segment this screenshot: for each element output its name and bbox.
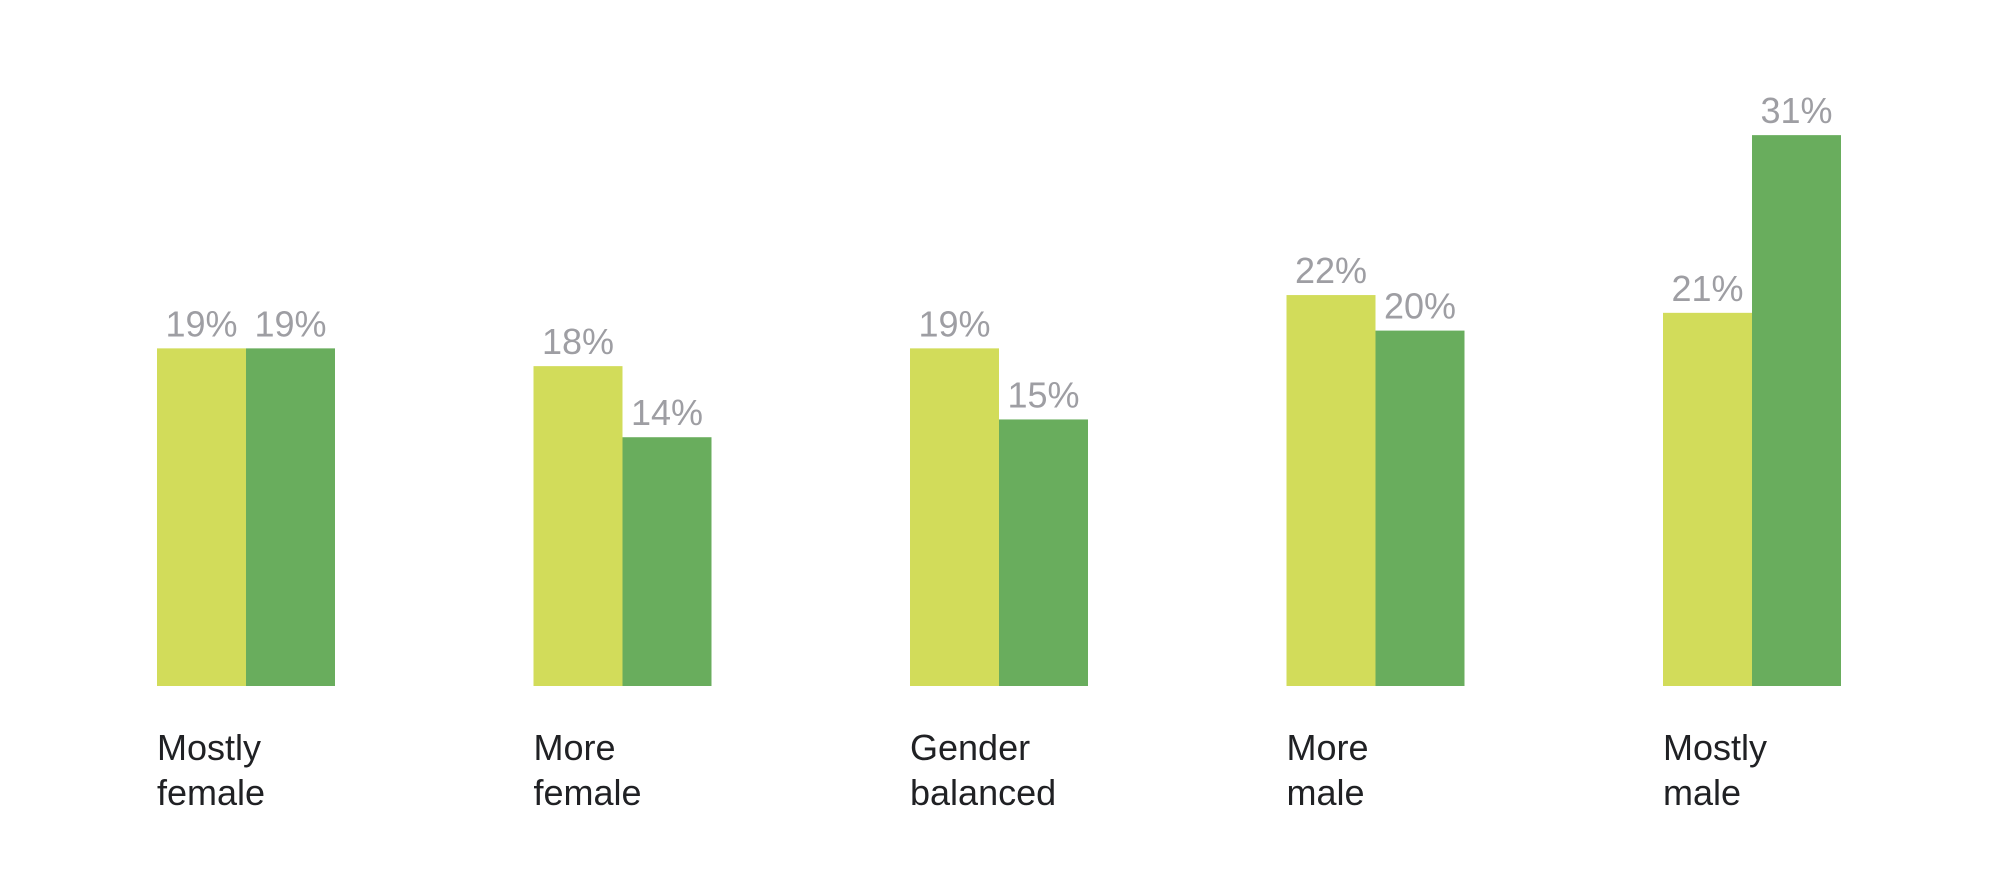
category-label-more-male-line-1: More (1287, 727, 1369, 768)
bar-mostly-male-series-2 (1752, 135, 1841, 686)
category-label-mostly-male-line-2: male (1663, 772, 1741, 813)
data-label-more-male-series-1: 22% (1295, 250, 1367, 291)
category-label-gender-balanced-line-1: Gender (910, 727, 1030, 768)
bar-gender-balanced-series-2 (999, 419, 1088, 686)
bar-more-female-series-2 (622, 437, 712, 686)
data-label-more-female-series-1: 18% (542, 321, 614, 362)
bar-mostly-female-series-2 (246, 348, 335, 686)
data-label-more-male-series-2: 20% (1384, 286, 1456, 327)
bar-gender-balanced-series-1 (910, 348, 999, 686)
category-label-gender-balanced-line-2: balanced (910, 772, 1056, 813)
data-label-mostly-female-series-1: 19% (165, 303, 237, 344)
category-label-more-female-line-1: More (534, 727, 616, 768)
bar-more-female-series-1 (533, 366, 623, 686)
category-label-more-female-line-2: female (534, 772, 642, 813)
data-label-more-female-series-2: 14% (631, 392, 703, 433)
category-label-mostly-female-line-1: Mostly (157, 727, 261, 768)
bar-more-male-series-1 (1286, 295, 1376, 686)
data-label-gender-balanced-series-1: 19% (918, 303, 990, 344)
category-label-mostly-male-line-1: Mostly (1663, 727, 1767, 768)
bar-mostly-female-series-1 (157, 348, 246, 686)
data-label-mostly-male-series-1: 21% (1671, 268, 1743, 309)
category-label-more-male-line-2: male (1287, 772, 1365, 813)
data-label-mostly-male-series-2: 31% (1760, 90, 1832, 131)
category-label-mostly-female-line-2: female (157, 772, 265, 813)
bar-mostly-male-series-1 (1663, 312, 1752, 686)
data-label-gender-balanced-series-2: 15% (1007, 374, 1079, 415)
data-label-mostly-female-series-2: 19% (254, 303, 326, 344)
bar-more-male-series-2 (1375, 330, 1465, 686)
